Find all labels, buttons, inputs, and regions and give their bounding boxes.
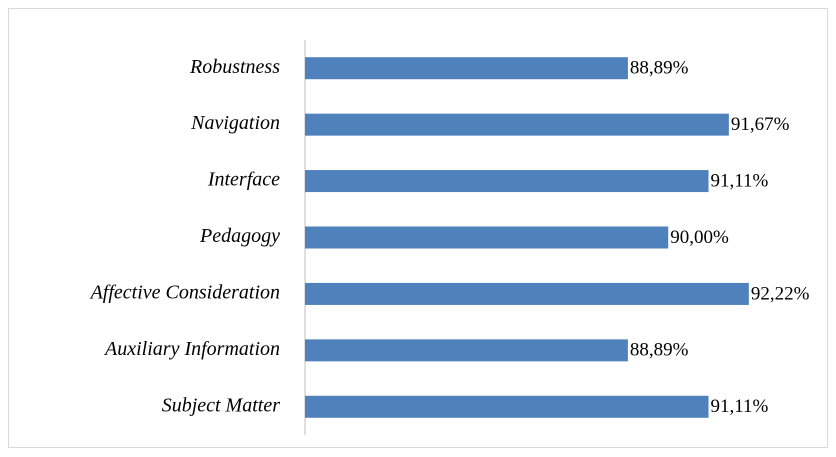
bar (305, 170, 709, 193)
category-label: Subject Matter (162, 394, 281, 416)
value-label: 88,89% (630, 58, 689, 79)
bar (305, 226, 669, 249)
value-label: 90,00% (670, 227, 729, 248)
category-label: Robustness (189, 56, 280, 78)
bar (305, 395, 709, 418)
value-label: 91,67% (731, 114, 790, 135)
value-label: 91,11% (711, 170, 769, 191)
category-label: Affective Consideration (89, 282, 280, 304)
value-label: 91,11% (711, 396, 769, 417)
bar (305, 339, 628, 362)
value-label: 92,22% (751, 283, 810, 304)
category-label: Navigation (190, 112, 280, 134)
category-label: Auxiliary Information (103, 338, 280, 360)
category-label: Interface (207, 169, 280, 191)
bar (305, 113, 729, 136)
value-label: 88,89% (630, 340, 689, 361)
bar (305, 282, 749, 305)
category-label: Pedagogy (199, 225, 280, 247)
bar (305, 57, 628, 80)
